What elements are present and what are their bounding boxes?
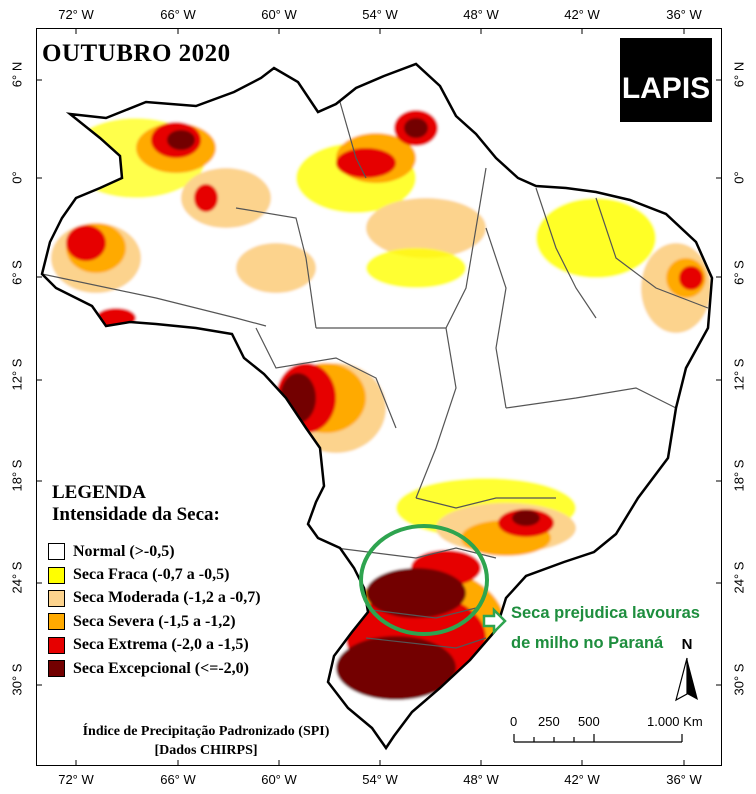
longitude-label-top: 36° W <box>666 7 702 22</box>
legend-label: Seca Extrema (-2,0 a -1,5) <box>73 636 249 654</box>
legend-label: Normal (>-0,5) <box>73 542 175 560</box>
legend-swatch-severe <box>48 613 65 631</box>
legend-swatch-weak <box>48 566 65 584</box>
legend-item: Seca Fraca (-0,7 a -0,5) <box>48 563 261 586</box>
longitude-label-top: 42° W <box>564 7 600 22</box>
annotation-text: Seca prejudica lavouras de milho no Para… <box>511 598 700 658</box>
legend-item: Normal (>-0,5) <box>48 540 261 563</box>
annotation-line-2: de milho no Paraná <box>511 634 664 652</box>
legend-swatch-exceptional <box>48 660 65 678</box>
longitude-label-top: 72° W <box>58 7 94 22</box>
legend-swatch-normal <box>48 543 65 561</box>
legend-swatch-extreme <box>48 636 65 654</box>
longitude-label-bottom: 48° W <box>463 772 499 787</box>
source-line-2: [Dados CHIRPS] <box>154 743 258 758</box>
map-canvas <box>36 28 722 766</box>
legend-label: Seca Fraca (-0,7 a -0,5) <box>73 566 230 584</box>
legend-label: Seca Excepcional (<=-2,0) <box>73 659 249 677</box>
legend-heading: LEGENDA <box>52 482 146 503</box>
legend-item: Seca Moderada (-1,2 a -0,7) <box>48 587 261 610</box>
scale-label-500: 500 <box>578 714 600 729</box>
north-arrow-icon <box>687 658 698 700</box>
longitude-label-top: 66° W <box>160 7 196 22</box>
legend-item: Seca Severa (-1,5 a -1,2) <box>48 610 261 633</box>
arrow-icon <box>482 606 507 636</box>
scale-label-0: 0 <box>510 714 518 729</box>
annotation-line-1: Seca prejudica lavouras <box>511 604 700 622</box>
longitude-label-bottom: 42° W <box>564 772 600 787</box>
longitude-label-top: 60° W <box>261 7 297 22</box>
legend-label: Seca Severa (-1,5 a -1,2) <box>73 612 236 630</box>
lapis-logo: LAPIS <box>620 38 712 122</box>
legend-item: Seca Extrema (-2,0 a -1,5) <box>48 634 261 657</box>
north-label: N <box>681 636 693 653</box>
scale-bar <box>513 734 683 743</box>
map-title: OUTUBRO 2020 <box>42 40 231 67</box>
legend-items: Normal (>-0,5) Seca Fraca (-0,7 a -0,5) … <box>48 540 261 680</box>
longitude-label-bottom: 36° W <box>666 772 702 787</box>
highlight-circle <box>359 524 489 636</box>
scale-label-1000: 1.000 Km <box>647 714 703 729</box>
longitude-label-top: 54° W <box>362 7 398 22</box>
source-line-1: Índice de Precipitação Padronizado (SPI) <box>82 724 330 739</box>
longitude-label-bottom: 54° W <box>362 772 398 787</box>
legend-item: Seca Excepcional (<=-2,0) <box>48 657 261 680</box>
longitude-label-bottom: 72° W <box>58 772 94 787</box>
legend-subheading: Intensidade da Seca: <box>52 504 220 525</box>
longitude-label-top: 48° W <box>463 7 499 22</box>
legend-swatch-moderate <box>48 589 65 607</box>
legend-label: Seca Moderada (-1,2 a -0,7) <box>73 589 261 607</box>
longitude-label-bottom: 66° W <box>160 772 196 787</box>
legend: LEGENDA Intensidade da Seca: Normal (>-0… <box>48 482 261 680</box>
longitude-label-bottom: 60° W <box>261 772 297 787</box>
scale-label-250: 250 <box>538 714 560 729</box>
logo-text: LAPIS <box>621 72 711 105</box>
source-caption: Índice de Precipitação Padronizado (SPI)… <box>46 722 366 760</box>
